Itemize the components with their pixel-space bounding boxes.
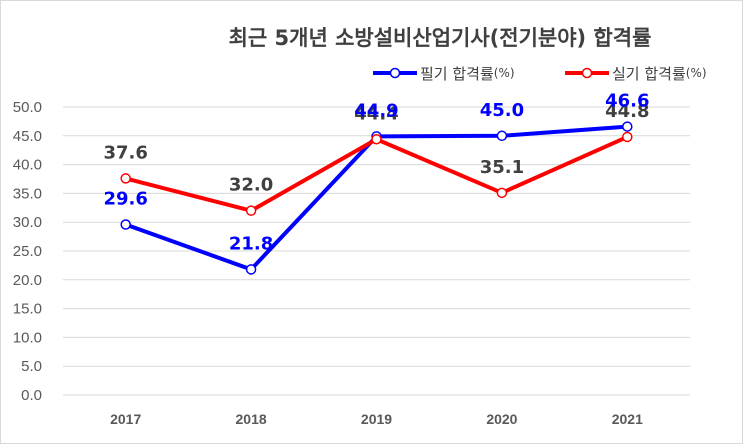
data-point-written [496, 130, 508, 142]
y-tick-label: 15.0 [13, 301, 42, 318]
data-label-practical: 32.0 [229, 175, 273, 196]
data-labels: 37.6 32.0 44.4 35.1 44.8 29.6 21.8 44.9 45.0 46.6 [103, 91, 649, 255]
legend-marker-practical [565, 67, 609, 79]
x-tick-label: 2018 [236, 411, 267, 427]
x-tick-label: 2020 [486, 411, 517, 427]
axes: 0.0 5.0 10.0 15.0 20.0 25.0 30.0 35.0 40.0 45.0 50… [13, 99, 690, 427]
legend-unit-practical: (%) [685, 66, 707, 80]
chart-title: 최근 5개년 소방설비산업기사(전기분야) 합격률 [228, 26, 652, 50]
data-label-written: 45.0 [480, 100, 524, 121]
data-point-practical [622, 131, 633, 143]
legend-label-written: 필기 합격률 [420, 64, 494, 83]
data-point-practical [371, 134, 382, 145]
data-point-practical [120, 173, 131, 184]
data-point-practical [245, 205, 257, 216]
legend-item-practical: 실기 합격률 (%) [562, 60, 707, 86]
data-label-practical: 44.4 [354, 103, 398, 124]
y-tick-label: 40.0 [13, 157, 42, 174]
y-tick-label: 35.0 [13, 185, 42, 202]
y-tick-label: 10.0 [13, 329, 42, 346]
data-label-written: 29.6 [103, 189, 147, 210]
data-label-practical: 35.1 [480, 157, 524, 178]
data-label-practical: 44.8 [605, 101, 649, 122]
y-tick-label: 25.0 [13, 243, 42, 260]
legend-item-written: 필기 합격률 (%) [370, 60, 515, 86]
series-line-practical [125, 135, 629, 213]
x-tick-label: 2021 [612, 411, 643, 427]
data-label-written: 21.8 [229, 233, 273, 254]
data-label-written: 44.9 [354, 100, 398, 121]
legend-marker-written [373, 67, 417, 79]
series-lines [120, 121, 633, 275]
data-label-written: 46.6 [605, 91, 649, 112]
data-point-written [120, 219, 131, 230]
y-tick-label: 50.0 [13, 99, 42, 116]
legend-unit-written: (%) [493, 66, 515, 80]
data-point-practical [496, 187, 508, 199]
data-point-written [622, 121, 633, 132]
x-tick-label: 2019 [361, 411, 392, 427]
y-tick-label: 45.0 [13, 128, 42, 145]
y-tick-label: 30.0 [13, 214, 42, 231]
y-tick-label: 5.0 [21, 358, 42, 375]
legend-label-practical: 실기 합격률 [612, 64, 686, 83]
x-tick-label: 2017 [110, 411, 141, 427]
data-point-written [245, 264, 257, 275]
data-label-practical: 37.6 [103, 142, 147, 163]
y-tick-label: 0.0 [21, 387, 42, 404]
y-tick-label: 20.0 [13, 272, 42, 289]
